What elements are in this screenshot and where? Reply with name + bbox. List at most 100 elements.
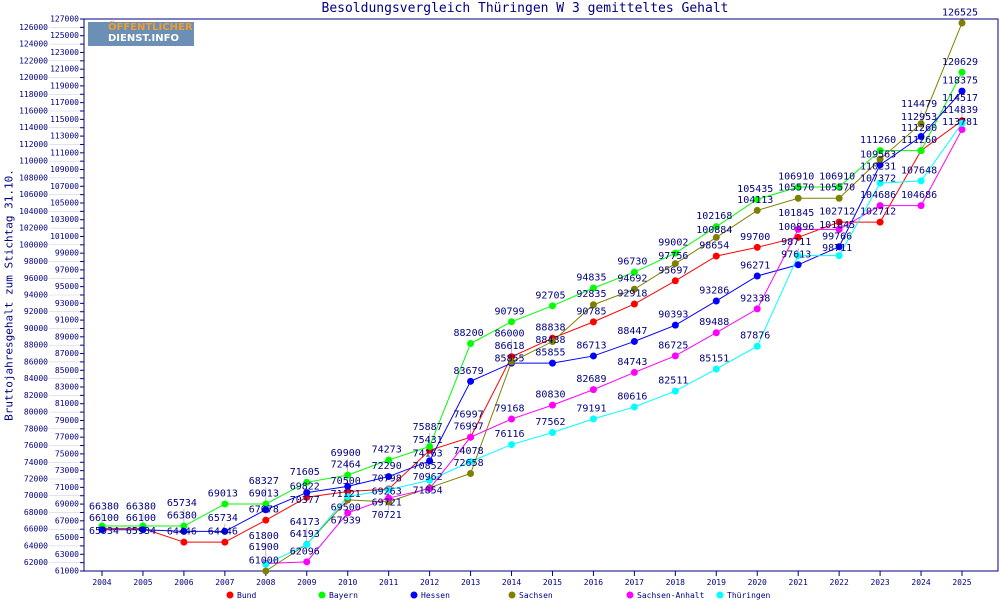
y-tick-label: 86000 xyxy=(24,357,48,366)
data-point xyxy=(917,120,925,128)
data-point xyxy=(303,478,311,486)
data-label: 107648 xyxy=(901,165,937,176)
data-label: 66380 xyxy=(167,511,197,522)
y-tick-label: 112000 xyxy=(19,140,48,149)
x-tick-label: 2010 xyxy=(338,578,357,587)
data-label: 75887 xyxy=(413,422,443,433)
data-label: 79168 xyxy=(494,404,524,415)
data-label: 65734 xyxy=(208,513,238,524)
data-point xyxy=(712,329,720,337)
data-label: 74078 xyxy=(454,446,484,457)
y-tick-label: 90000 xyxy=(24,324,48,333)
data-point xyxy=(426,485,434,493)
data-label: 77562 xyxy=(535,417,565,428)
data-label: 109563 xyxy=(860,149,896,160)
data-point xyxy=(753,272,761,280)
data-label: 70377 xyxy=(290,495,320,506)
data-point xyxy=(467,340,475,348)
data-point xyxy=(139,526,147,534)
y-tick-label: 81000 xyxy=(55,399,79,408)
data-label: 102168 xyxy=(696,211,732,222)
y-tick-label: 70000 xyxy=(24,491,48,500)
y-tick-label: 114000 xyxy=(19,123,48,132)
data-label: 102712 xyxy=(860,207,896,218)
y-tick-label: 73000 xyxy=(55,466,79,475)
legend-marker xyxy=(508,591,516,599)
data-label: 68327 xyxy=(249,476,279,487)
data-point xyxy=(835,225,843,233)
data-point xyxy=(835,194,843,202)
data-point xyxy=(180,538,188,546)
data-label: 64446 xyxy=(167,527,197,538)
series-line-Sachsen xyxy=(265,22,963,572)
data-point xyxy=(671,321,679,329)
data-point xyxy=(548,302,556,310)
data-point xyxy=(303,540,311,548)
data-point xyxy=(221,527,229,535)
data-label: 86713 xyxy=(576,340,606,351)
data-point xyxy=(630,285,638,293)
x-tick-label: 2021 xyxy=(789,578,808,587)
data-label: 88838 xyxy=(535,323,565,334)
data-point xyxy=(221,500,229,508)
data-label: 98711 xyxy=(822,243,852,254)
data-point xyxy=(548,428,556,436)
data-point xyxy=(917,147,925,155)
series-line-Thüringen xyxy=(265,123,963,565)
y-tick-label: 67000 xyxy=(55,516,79,525)
data-point xyxy=(917,202,925,210)
data-label: 67078 xyxy=(249,505,279,516)
y-tick-label: 68000 xyxy=(24,508,48,517)
series-lines xyxy=(102,22,963,572)
y-tick-label: 63000 xyxy=(55,550,79,559)
x-tick-label: 2020 xyxy=(748,578,767,587)
data-label: 111260 xyxy=(860,135,896,146)
y-tick-label: 78000 xyxy=(24,424,48,433)
x-tick-label: 2004 xyxy=(92,578,111,587)
y-tick-label: 72000 xyxy=(24,475,48,484)
x-tick-label: 2007 xyxy=(215,578,234,587)
legend-marker xyxy=(716,591,724,599)
data-label: 90799 xyxy=(494,306,524,317)
y-tick-label: 83000 xyxy=(55,383,79,392)
data-point xyxy=(876,179,884,187)
data-point xyxy=(753,206,761,214)
data-label: 69263 xyxy=(372,486,402,497)
y-tick-label: 121000 xyxy=(50,65,79,74)
data-label: 105570 xyxy=(778,183,814,194)
data-label: 100896 xyxy=(778,222,814,233)
y-tick-label: 120000 xyxy=(19,73,48,82)
series-line-Hessen xyxy=(102,90,963,532)
data-point xyxy=(385,494,393,502)
data-point xyxy=(712,297,720,305)
data-label: 61000 xyxy=(249,556,279,567)
data-label: 71605 xyxy=(290,467,320,478)
data-label: 99766 xyxy=(822,231,852,242)
data-label: 74163 xyxy=(413,448,443,459)
data-point xyxy=(630,300,638,308)
data-point xyxy=(589,415,597,423)
data-point xyxy=(794,261,802,269)
legend-marker xyxy=(226,591,234,599)
data-label: 105570 xyxy=(819,183,855,194)
data-point xyxy=(671,352,679,360)
data-label: 92835 xyxy=(576,289,606,300)
x-tick-label: 2017 xyxy=(625,578,644,587)
data-point xyxy=(303,489,311,497)
data-label: 89488 xyxy=(699,317,729,328)
data-label: 104686 xyxy=(901,190,937,201)
data-label: 85855 xyxy=(535,348,565,359)
data-point xyxy=(835,252,843,260)
data-label: 80616 xyxy=(617,391,647,402)
x-tick-label: 2013 xyxy=(461,578,480,587)
data-point xyxy=(671,387,679,395)
data-point xyxy=(671,249,679,257)
y-tick-label: 87000 xyxy=(55,349,79,358)
data-point xyxy=(426,442,434,450)
data-label: 72658 xyxy=(454,458,484,469)
x-tick-label: 2024 xyxy=(911,578,930,587)
data-label: 85151 xyxy=(699,354,729,365)
data-label: 88438 xyxy=(535,335,565,346)
data-label: 72290 xyxy=(372,461,402,472)
